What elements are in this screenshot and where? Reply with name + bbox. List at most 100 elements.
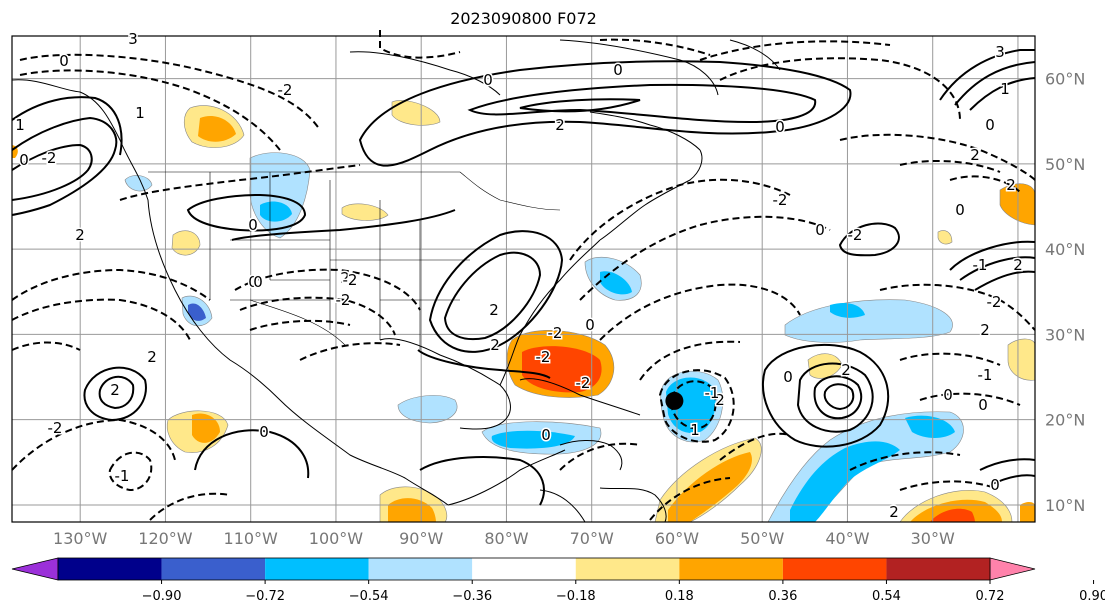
contour-label: 2 bbox=[889, 503, 899, 521]
contour-label: 0 bbox=[585, 316, 595, 334]
fill-yellow bbox=[1007, 338, 1036, 381]
contour-label: -2 bbox=[278, 81, 293, 99]
contour-label: -2 bbox=[987, 293, 1002, 311]
contour-label: -1 bbox=[705, 384, 720, 402]
contour-label: 0 bbox=[248, 273, 258, 291]
colorbar-swatch bbox=[575, 558, 680, 580]
contour-label: 2 bbox=[75, 226, 85, 244]
latitude-labels: 60°N 50°N 40°N 30°N 20°N 10°N bbox=[1045, 70, 1085, 515]
contour-label: -2 bbox=[48, 419, 63, 437]
colorbar-swatch bbox=[679, 558, 783, 580]
colorbar-tick-label: −0.54 bbox=[349, 589, 389, 604]
contour-label: 3 bbox=[995, 43, 1005, 61]
colorbar-frame bbox=[57, 557, 991, 581]
contour-label: 0 bbox=[985, 116, 995, 134]
colorbar-extend-high bbox=[989, 557, 1036, 581]
contour-label: 0 bbox=[483, 71, 493, 89]
longitude-label: 110°W bbox=[224, 529, 279, 548]
contour-label: 0 bbox=[955, 201, 965, 219]
fill-blue bbox=[600, 271, 632, 295]
political-borders bbox=[148, 171, 561, 350]
fill-yellow bbox=[391, 100, 441, 126]
contour-label: -2 bbox=[336, 291, 351, 309]
colorbar-tick-label: 0.36 bbox=[768, 589, 797, 604]
contour-label: 2 bbox=[555, 116, 565, 134]
contour-label: 0 bbox=[943, 386, 953, 404]
contour-label: 0 bbox=[613, 61, 623, 79]
colorbar: −0.90 −0.72 −0.54 −0.36 −0.18 0.18 0.36 0.54 0.7… bbox=[11, 557, 1105, 604]
colorbar-extend-low bbox=[11, 557, 59, 581]
colorbar-swatch bbox=[886, 558, 990, 580]
fill-lightblue bbox=[397, 395, 458, 424]
contour-label: 2 bbox=[490, 336, 500, 354]
contour-label: -1 bbox=[978, 366, 993, 384]
contour-label: 3 bbox=[128, 30, 138, 48]
contour-label: -2 bbox=[343, 271, 358, 289]
contours-solid bbox=[11, 49, 1036, 506]
contour-label: 0 bbox=[990, 476, 1000, 494]
colorbar-tick-label: −0.72 bbox=[245, 589, 285, 604]
storm-center-marker bbox=[665, 391, 684, 410]
fill-orange bbox=[1020, 502, 1035, 522]
longitude-label: 70°W bbox=[570, 529, 614, 548]
contour-label: 0 bbox=[775, 118, 785, 136]
contour-label: 0 bbox=[259, 423, 269, 441]
contour-label: 0 bbox=[59, 52, 69, 70]
latitude-label: 40°N bbox=[1045, 240, 1085, 259]
contour-label: -2 bbox=[42, 149, 57, 167]
contour-label: 2 bbox=[340, 269, 350, 287]
latitude-label: 20°N bbox=[1045, 411, 1085, 430]
longitude-label: 60°W bbox=[655, 529, 699, 548]
fill-red bbox=[522, 346, 602, 393]
fill-orange bbox=[198, 115, 236, 142]
fill-blue bbox=[188, 303, 206, 321]
colorbar-swatch bbox=[472, 558, 576, 580]
colorbar-tick-label: −0.90 bbox=[142, 589, 182, 604]
contour-label: 2 bbox=[715, 391, 725, 409]
longitude-label: 130°W bbox=[53, 529, 108, 548]
fill-yellow bbox=[341, 203, 389, 221]
contour-label: 1 bbox=[135, 104, 145, 122]
fill-lightblue bbox=[784, 299, 953, 343]
colorbar-swatch bbox=[161, 558, 266, 580]
colorbar-swatch bbox=[265, 558, 369, 580]
map-frame bbox=[11, 35, 1036, 523]
contour-label: 2 bbox=[147, 348, 157, 366]
colorbar-tick-label: 0.90 bbox=[1079, 589, 1105, 604]
longitude-label: 80°W bbox=[484, 529, 528, 548]
colorbar-tick-label: 0.18 bbox=[665, 589, 694, 604]
contour-label: 1 bbox=[690, 421, 700, 439]
contour-label: 0 bbox=[248, 216, 258, 234]
longitude-labels: 130°W 120°W 110°W 100°W 90°W 80°W 70°W 60°W 50°W… bbox=[53, 529, 955, 548]
contour-label: 2 bbox=[1013, 256, 1023, 274]
colorbar-tick-label: −0.36 bbox=[452, 589, 492, 604]
contour-label: 2 bbox=[489, 301, 499, 319]
longitude-label: 100°W bbox=[309, 529, 364, 548]
colorbar-swatch bbox=[782, 558, 887, 580]
contour-label: 0 bbox=[253, 273, 263, 291]
contour-label: -2 bbox=[773, 191, 788, 209]
anomaly-fills bbox=[12, 100, 1036, 523]
contours-dashed bbox=[11, 30, 1036, 521]
fill-lightblue bbox=[124, 175, 153, 192]
fill-yellow bbox=[171, 230, 201, 256]
longitude-label: 120°W bbox=[138, 529, 193, 548]
contour-label: 2 bbox=[970, 146, 980, 164]
colorbar-tick-label: −0.18 bbox=[556, 589, 596, 604]
contour-label: -2 bbox=[548, 324, 563, 342]
contour-label: -1 bbox=[115, 467, 130, 485]
contour-label: 0 bbox=[783, 368, 793, 386]
latitude-label: 60°N bbox=[1045, 70, 1085, 89]
contour-label: 1 bbox=[15, 116, 25, 134]
longitude-label: 90°W bbox=[399, 529, 443, 548]
longitude-label: 30°W bbox=[911, 529, 955, 548]
fill-orange bbox=[192, 413, 220, 443]
contour-label: 1 bbox=[1000, 80, 1010, 98]
contour-label: 2 bbox=[841, 361, 851, 379]
contour-label: 0 bbox=[19, 151, 29, 169]
fill-orange bbox=[388, 498, 436, 522]
contour-label: 0 bbox=[815, 221, 825, 239]
longitude-label: 50°W bbox=[740, 529, 784, 548]
colorbar-swatch bbox=[368, 558, 473, 580]
